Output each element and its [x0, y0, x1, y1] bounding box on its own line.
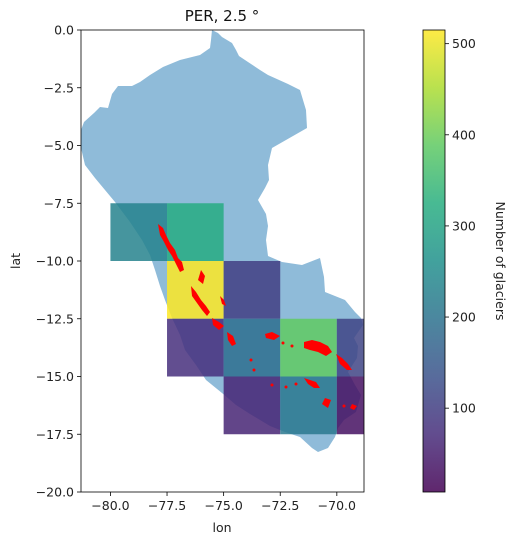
y-tick-label: −17.5: [36, 427, 74, 442]
colorbar-tick-label: 500: [452, 36, 476, 51]
heatmap-cell: [167, 261, 224, 319]
y-tick-label: −15.0: [36, 369, 74, 384]
heatmap-cell: [336, 318, 364, 377]
y-tick-label: −20.0: [36, 485, 74, 500]
y-axis-label: lat: [8, 253, 23, 269]
x-axis-label: lon: [212, 520, 231, 535]
x-tick-label: −75.0: [204, 498, 242, 513]
glacier-dot: [294, 382, 298, 386]
glacier-cluster: [304, 340, 332, 356]
glacier-outlines: [158, 224, 357, 410]
heatmap-cells: [110, 203, 364, 435]
glacier-cluster: [265, 332, 280, 340]
glacier-dot: [281, 341, 285, 345]
glacier-cluster: [191, 286, 210, 316]
heatmap-cell: [336, 376, 364, 435]
glacier-cluster: [227, 332, 236, 346]
x-tick-label: −80.0: [91, 498, 129, 513]
colorbar-label: Number of glaciers: [493, 202, 508, 321]
y-tick-label: −12.5: [36, 311, 74, 326]
heatmap-cell: [167, 203, 224, 261]
x-tick-label: −72.5: [261, 498, 299, 513]
colorbar-tick-label: 300: [452, 218, 476, 233]
chart-title: PER, 2.5 °: [185, 7, 260, 25]
colorbar-tick-label: 200: [452, 310, 476, 325]
heatmap-cell: [223, 318, 281, 377]
glacier-cluster: [212, 318, 224, 330]
x-tick-label: −77.5: [148, 498, 186, 513]
y-tick-label: −10.0: [36, 254, 74, 269]
colorbar-frame: [422, 29, 446, 493]
map-plot: −80.0 −77.5 −75.0 −72.5 −70.0 0.0 −2.5 −5.0 −7.…: [8, 23, 365, 535]
colorbar-gradient: [423, 30, 445, 492]
colorbar-tick-label: 100: [452, 401, 476, 416]
colorbar-ticks: 100 200 300 400 500: [445, 36, 476, 416]
heatmap-cell: [167, 318, 224, 377]
y-tick-label: −2.5: [44, 80, 74, 95]
colorbar: 100 200 300 400 500 Number of glaciers: [422, 29, 508, 493]
y-axis: 0.0 −2.5 −5.0 −7.5 −10.0 −12.5 −15.0 −17.5 −20.0: [36, 23, 81, 500]
x-tick-label: −70.0: [318, 498, 356, 513]
glacier-dot: [290, 344, 294, 348]
glacier-dot: [252, 368, 256, 372]
glacier-cluster: [198, 270, 205, 284]
glacier-cluster: [322, 398, 331, 408]
y-tick-label: 0.0: [54, 23, 74, 38]
glacier-dot: [270, 383, 274, 387]
glacier-cluster: [336, 354, 352, 370]
glacier-cluster: [220, 296, 226, 306]
heatmap-cell: [223, 261, 281, 319]
glacier-dot: [284, 385, 288, 389]
glacier-cluster: [304, 378, 320, 388]
glacier-dot: [342, 404, 346, 408]
glacier-dot: [249, 358, 253, 362]
y-tick-label: −7.5: [44, 196, 74, 211]
y-tick-label: −5.0: [44, 138, 74, 153]
heatmap-cell: [223, 376, 281, 435]
x-axis: −80.0 −77.5 −75.0 −72.5 −70.0: [91, 492, 356, 513]
glacier-cluster: [350, 404, 357, 410]
heatmap-cell: [110, 203, 168, 261]
glacier-cluster: [158, 224, 184, 272]
colorbar-tick-label: 400: [452, 127, 476, 142]
